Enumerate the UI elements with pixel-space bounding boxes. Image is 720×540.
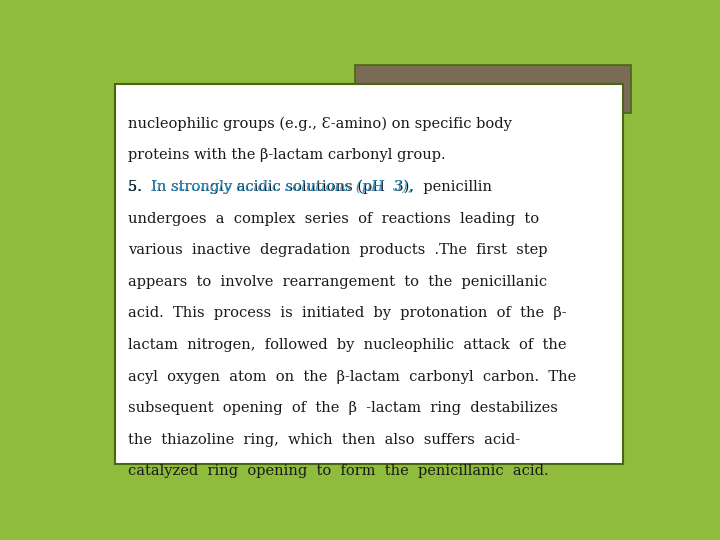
Text: acyl  oxygen  atom  on  the  β-lactam  carbonyl  carbon.  The: acyl oxygen atom on the β-lactam carbony… (128, 369, 576, 383)
Text: catalyzed  ring  opening  to  form  the  penicillanic  acid.: catalyzed ring opening to form the penic… (128, 464, 549, 478)
Text: undergoes  a  complex  series  of  reactions  leading  to: undergoes a complex series of reactions … (128, 212, 539, 226)
Text: appears  to  involve  rearrangement  to  the  penicillanic: appears to involve rearrangement to the … (128, 275, 547, 289)
Text: 5.  In strongly acidic solutions (pH  3),: 5. In strongly acidic solutions (pH 3), (128, 180, 413, 194)
Text: the  thiazoline  ring,  which  then  also  suffers  acid-: the thiazoline ring, which then also suf… (128, 433, 520, 447)
FancyBboxPatch shape (115, 84, 623, 464)
Text: proteins with the β-lactam carbonyl group.: proteins with the β-lactam carbonyl grou… (128, 148, 446, 163)
Text: lactam  nitrogen,  followed  by  nucleophilic  attack  of  the: lactam nitrogen, followed by nucleophili… (128, 338, 567, 352)
Text: 5.  In strongly acidic solutions (pH  3),  penicillin: 5. In strongly acidic solutions (pH 3), … (128, 180, 492, 194)
Text: subsequent  opening  of  the  β  -lactam  ring  destabilizes: subsequent opening of the β -lactam ring… (128, 401, 558, 415)
Text: acid.  This  process  is  initiated  by  protonation  of  the  β-: acid. This process is initiated by proto… (128, 306, 567, 320)
FancyBboxPatch shape (355, 65, 631, 113)
Text: nucleophilic groups (e.g., Ɛ-amino) on specific body: nucleophilic groups (e.g., Ɛ-amino) on s… (128, 117, 512, 131)
Text: various  inactive  degradation  products  .The  first  step: various inactive degradation products .T… (128, 243, 547, 257)
Text: 5.: 5. (128, 180, 151, 194)
